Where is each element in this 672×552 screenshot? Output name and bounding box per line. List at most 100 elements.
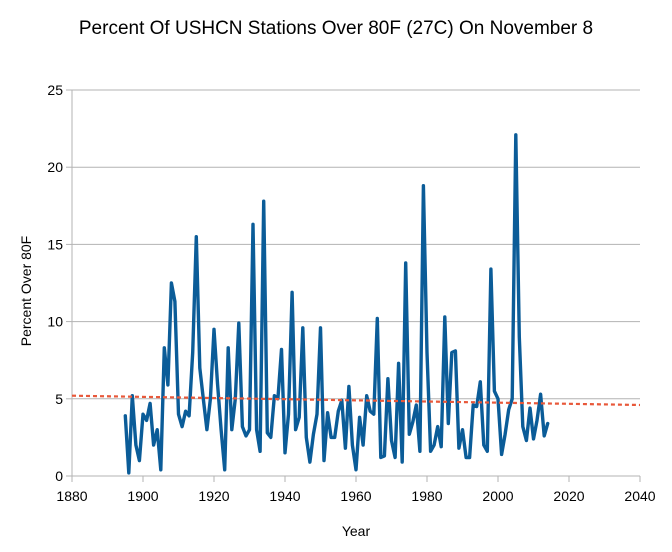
- data-point: [533, 438, 534, 440]
- data-point: [543, 435, 545, 437]
- chart-title: Percent Of USHCN Stations Over 80F (27C)…: [78, 18, 594, 39]
- data-point: [227, 347, 229, 349]
- data-point: [462, 429, 463, 431]
- data-point: [518, 336, 520, 338]
- data-point: [163, 347, 165, 349]
- data-point: [252, 223, 254, 225]
- data-point: [330, 436, 332, 438]
- data-point: [256, 429, 258, 431]
- data-point: [156, 429, 158, 431]
- data-point: [124, 415, 126, 417]
- data-point: [245, 435, 247, 437]
- data-point: [323, 460, 325, 462]
- x-tick-label: 1980: [411, 488, 442, 504]
- data-point: [412, 421, 414, 423]
- data-point: [497, 398, 499, 400]
- x-tick-label: 1940: [269, 488, 300, 504]
- data-point: [440, 446, 442, 448]
- series-line: [123, 133, 550, 475]
- data-point: [422, 185, 424, 187]
- data-point: [312, 433, 314, 435]
- data-point: [486, 450, 488, 452]
- data-point: [490, 268, 492, 270]
- data-point: [327, 412, 329, 414]
- data-point: [362, 444, 364, 446]
- data-point: [493, 390, 495, 392]
- data-point: [238, 322, 240, 324]
- x-tick-label: 2020: [553, 488, 584, 504]
- data-point: [501, 453, 503, 455]
- data-point: [128, 472, 130, 474]
- data-point: [298, 416, 300, 418]
- data-point: [366, 395, 368, 397]
- data-point: [387, 378, 389, 380]
- data-point: [536, 419, 538, 421]
- data-point: [302, 327, 304, 329]
- data-point: [472, 404, 474, 406]
- data-point: [515, 134, 517, 136]
- data-point: [146, 419, 148, 421]
- data-point: [220, 429, 222, 431]
- gridlines: [72, 89, 640, 400]
- data-point: [241, 426, 243, 428]
- data-point: [359, 416, 361, 418]
- data-point: [153, 444, 155, 446]
- data-point: [188, 415, 190, 417]
- data-point: [447, 423, 449, 425]
- data-point: [181, 426, 183, 428]
- data-point: [426, 351, 428, 353]
- data-point: [209, 398, 211, 400]
- data-point: [398, 362, 400, 364]
- data-point: [391, 439, 392, 441]
- data-point: [394, 456, 396, 458]
- data-point: [508, 409, 510, 411]
- data-point: [547, 423, 549, 425]
- data-point: [405, 262, 407, 264]
- data-point: [348, 385, 350, 387]
- data-point: [266, 432, 268, 434]
- x-tick-label: 2000: [482, 488, 513, 504]
- data-point: [419, 450, 421, 452]
- data-point: [138, 460, 140, 462]
- x-axis-label: Year: [342, 523, 371, 539]
- x-tick-label: 1960: [340, 488, 371, 504]
- x-tick-label: 1900: [127, 488, 158, 504]
- data-point: [454, 350, 456, 352]
- data-point: [469, 456, 471, 458]
- data-point: [249, 429, 250, 431]
- x-tick-label: 2040: [624, 488, 655, 504]
- data-point: [344, 447, 346, 449]
- data-point: [320, 327, 321, 329]
- data-point: [401, 461, 403, 463]
- y-tick-label: 0: [55, 468, 63, 484]
- data-point: [178, 413, 179, 415]
- data-point: [195, 236, 197, 238]
- data-point: [376, 318, 378, 320]
- data-point: [263, 200, 265, 202]
- data-point: [305, 436, 307, 438]
- data-point: [433, 444, 435, 446]
- data-point: [288, 413, 290, 415]
- data-point: [284, 452, 286, 454]
- tick-labels: 0 5 10 15 20 25 1880 1900 1920 1940 1960 1980 2000 20…: [47, 82, 655, 504]
- data-point: [224, 469, 226, 471]
- x-tick-label: 1920: [198, 488, 229, 504]
- data-point: [430, 450, 432, 452]
- data-point: [355, 469, 357, 471]
- data-point: [149, 402, 151, 404]
- data-point: [476, 406, 478, 408]
- data-point: [160, 469, 162, 471]
- data-point: [465, 456, 467, 458]
- data-point: [522, 426, 524, 428]
- axes: [66, 89, 641, 482]
- data-point: [202, 398, 204, 400]
- data-point: [511, 398, 513, 400]
- series-group: [71, 133, 641, 475]
- data-point: [408, 433, 410, 435]
- data-point: [458, 447, 460, 449]
- data-point: [295, 429, 297, 431]
- data-point: [369, 410, 371, 412]
- data-point: [444, 316, 446, 318]
- data-point: [334, 436, 336, 438]
